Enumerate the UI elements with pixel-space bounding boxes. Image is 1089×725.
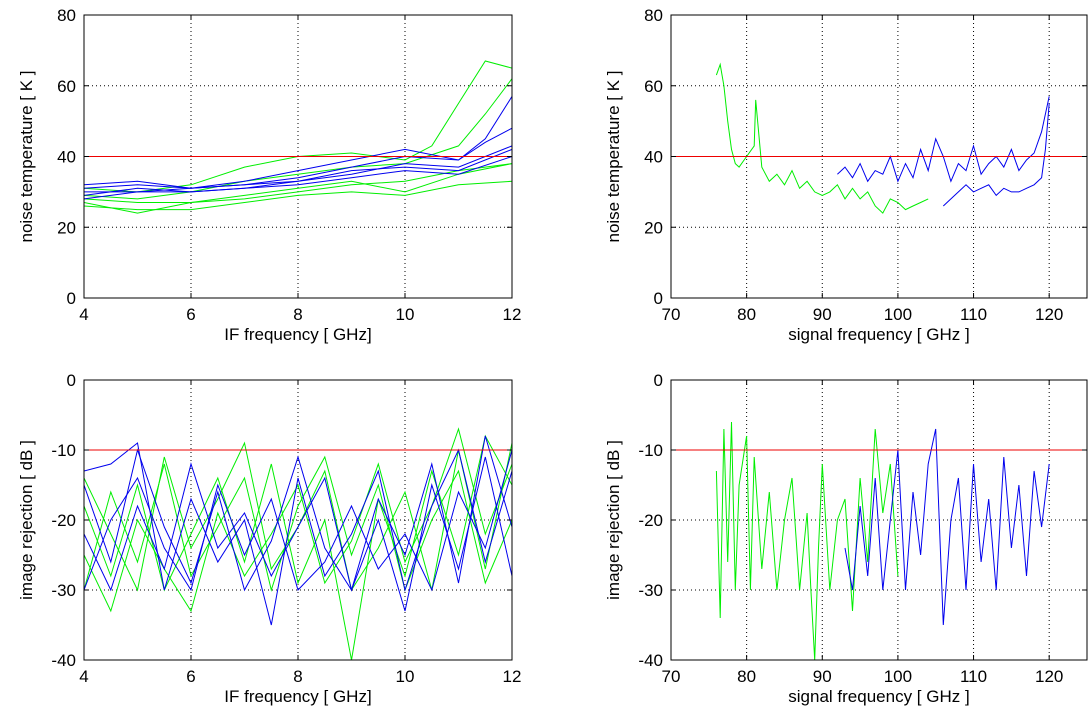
x-axis-label: signal frequency [ GHz ] <box>788 687 969 706</box>
x-tick-label: 4 <box>79 305 88 324</box>
y-tick-label: 0 <box>654 289 663 308</box>
x-tick-label: 12 <box>503 305 522 324</box>
x-tick-label: 4 <box>79 667 88 686</box>
x-tick-label: 8 <box>293 667 302 686</box>
x-tick-label: 80 <box>737 667 756 686</box>
x-tick-label: 120 <box>1035 305 1063 324</box>
panel-noise-vs-if: 4 6 8 10 12 0 20 40 60 80 IF frequency [ GHz] noise… <box>17 6 521 344</box>
series-line-blue <box>84 449 512 592</box>
y-tick-label: -30 <box>638 581 663 600</box>
series-line-blue <box>84 156 512 200</box>
x-tick-label: 80 <box>737 305 756 324</box>
y-tick-label: 80 <box>644 6 663 25</box>
x-axis-label: IF frequency [ GHz] <box>224 325 371 344</box>
y-tick-label: 20 <box>644 218 663 237</box>
x-tick-label: 90 <box>813 305 832 324</box>
y-tick-label: 40 <box>644 148 663 167</box>
series-line-blue <box>84 148 512 189</box>
series-line-green <box>84 78 512 200</box>
x-tick-label: 100 <box>884 667 912 686</box>
x-tick-label: 110 <box>960 667 987 686</box>
series-line-blue <box>84 442 512 626</box>
y-tick-label: 0 <box>654 371 663 390</box>
series-line-blue <box>84 127 512 189</box>
x-tick-label: 110 <box>960 305 987 324</box>
y-tick-label: -20 <box>638 511 663 530</box>
x-axis-label: signal frequency [ GHz ] <box>788 325 969 344</box>
y-tick-label: -10 <box>638 441 663 460</box>
data-group <box>671 62 1087 214</box>
series-line-blue <box>84 435 512 592</box>
y-tick-label: -10 <box>51 441 76 460</box>
y-axis-label: image rejection [ dB ] <box>17 440 36 600</box>
y-tick-label: 80 <box>57 6 76 25</box>
x-tick-label: 70 <box>662 667 681 686</box>
x-tick-label: 6 <box>186 305 195 324</box>
data-group <box>671 421 1087 660</box>
series-line-blue <box>84 456 512 612</box>
x-tick-label: 70 <box>662 305 681 324</box>
series-line-blue <box>844 428 1050 626</box>
y-axis-label: noise temperature [ K ] <box>17 71 36 243</box>
panel-noise-vs-signal: 70 80 90 100 110 120 0 20 40 60 80 signal frequency… <box>604 6 1088 344</box>
x-axis-label: IF frequency [ GHz] <box>224 687 371 706</box>
y-tick-label: -30 <box>51 581 76 600</box>
y-tick-label: 60 <box>644 77 663 96</box>
series-line-green <box>84 434 512 660</box>
y-tick-label: 0 <box>67 371 76 390</box>
series-line-green <box>715 62 929 214</box>
series-line-green <box>84 163 512 203</box>
x-tick-label: 90 <box>813 667 832 686</box>
y-tick-label: -20 <box>51 511 76 530</box>
panel-rejection-vs-signal: 70 80 90 100 110 120 -40 -30 -20 -10 0 signal frequ… <box>604 371 1088 706</box>
y-axis-label: noise temperature [ K ] <box>604 71 623 243</box>
series-line-blue <box>942 103 1050 207</box>
x-tick-label: 120 <box>1035 667 1063 686</box>
series-line-green <box>84 427 512 613</box>
data-group <box>84 427 512 660</box>
x-tick-label: 100 <box>884 305 912 324</box>
y-tick-label: 40 <box>57 148 76 167</box>
series-line-green <box>84 180 512 211</box>
y-tick-label: -40 <box>638 651 663 670</box>
y-tick-label: 0 <box>67 289 76 308</box>
y-tick-label: 20 <box>57 218 76 237</box>
y-tick-label: -40 <box>51 651 76 670</box>
x-tick-label: 10 <box>396 667 415 686</box>
x-tick-label: 12 <box>503 667 522 686</box>
series-line-green <box>715 421 899 660</box>
y-axis-label: image rejection [ dB ] <box>604 440 623 600</box>
data-group <box>84 60 512 214</box>
x-tick-label: 8 <box>293 305 302 324</box>
panel-rejection-vs-if: 4 6 8 10 12 -40 -30 -20 -10 0 IF frequency [ GHz] i… <box>17 371 521 706</box>
x-tick-label: 6 <box>186 667 195 686</box>
x-tick-label: 10 <box>396 305 415 324</box>
y-tick-label: 60 <box>57 77 76 96</box>
